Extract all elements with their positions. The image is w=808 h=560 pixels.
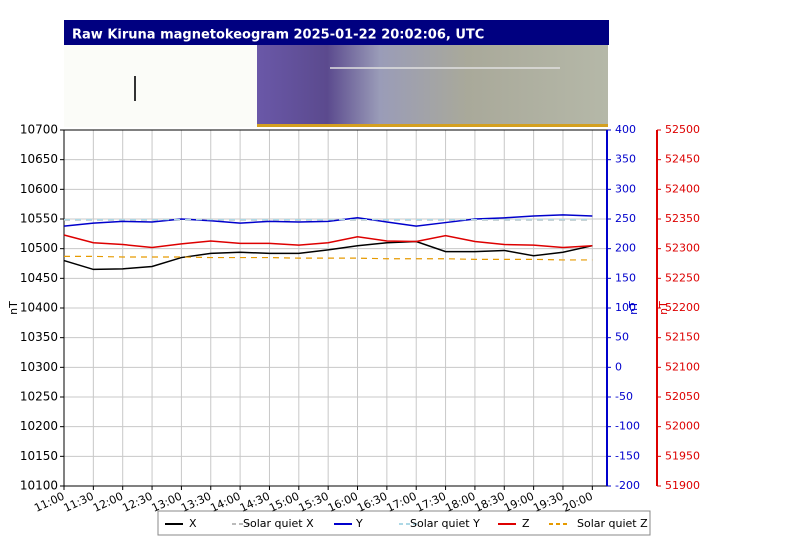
legend-label: Solar quiet X [243, 517, 314, 530]
y2-tick-label: 400 [615, 123, 636, 136]
y-tick-label: 10600 [20, 182, 58, 196]
y2-tick-label: 100 [615, 301, 636, 314]
y3-tick-label: 52250 [665, 271, 700, 284]
y3-tick-label: 51950 [665, 449, 700, 462]
y-axis-label: nT [7, 301, 20, 315]
series-line [63, 214, 593, 227]
keogram-image [257, 45, 608, 127]
y2-axis-label: nT [627, 301, 640, 315]
y-tick-label: 10700 [20, 123, 58, 137]
y2-tick-label: 300 [615, 182, 636, 195]
y-tick-label: 10350 [20, 330, 58, 344]
y-tick-label: 10500 [20, 241, 58, 255]
y3-tick-label: 51900 [665, 479, 700, 492]
y2-tick-label: 0 [615, 360, 622, 373]
y2-tick-label: -200 [615, 479, 640, 492]
y2-tick-label: 50 [615, 331, 629, 344]
y3-tick-label: 52000 [665, 420, 700, 433]
series-line [63, 240, 593, 271]
y-tick-label: 10200 [20, 419, 58, 433]
legend-label: Solar quiet Z [577, 517, 648, 530]
keogram-edge [257, 124, 608, 127]
y3-tick-label: 52300 [665, 242, 700, 255]
y3-tick-label: 52450 [665, 153, 700, 166]
y2-tick-label: 250 [615, 212, 636, 225]
y-tick-label: 10650 [20, 152, 58, 166]
y3-tick-label: 52400 [665, 182, 700, 195]
y3-tick-label: 52200 [665, 301, 700, 314]
y2-tick-label: -100 [615, 420, 640, 433]
title-bar [64, 20, 609, 45]
series-line [64, 255, 593, 261]
y2-tick-label: 350 [615, 153, 636, 166]
chart-title: Raw Kiruna magnetokeogram 2025-01-22 20:… [72, 28, 484, 43]
y2-tick-label: 200 [615, 242, 636, 255]
y-tick-label: 10100 [20, 479, 58, 493]
series-line [63, 234, 593, 249]
y-tick-label: 10400 [20, 301, 58, 315]
y2-tick-label: -150 [615, 449, 640, 462]
y3-tick-label: 52350 [665, 212, 700, 225]
y2-tick-label: 150 [615, 271, 636, 284]
y3-tick-label: 52050 [665, 390, 700, 403]
keogram-blank [64, 45, 257, 127]
y3-axis-label: nT [657, 301, 670, 315]
y3-tick-label: 52500 [665, 123, 700, 136]
y3-tick-label: 52100 [665, 360, 700, 373]
y-tick-label: 10150 [20, 449, 58, 463]
y3-tick-label: 52150 [665, 331, 700, 344]
legend-label: X [189, 517, 197, 530]
y-tick-label: 10550 [20, 212, 58, 226]
legend-label: Solar quiet Y [410, 517, 480, 530]
legend-label: Y [355, 517, 363, 530]
y2-tick-label: -50 [615, 390, 633, 403]
y-tick-label: 10250 [20, 390, 58, 404]
legend-label: Z [522, 517, 530, 530]
y-tick-label: 10300 [20, 360, 58, 374]
y-tick-label: 10450 [20, 271, 58, 285]
